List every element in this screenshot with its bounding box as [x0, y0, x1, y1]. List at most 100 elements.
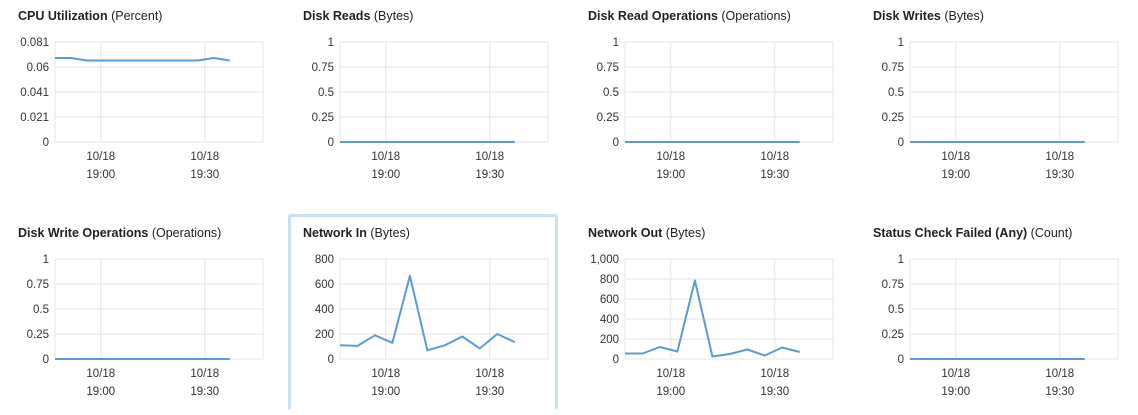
x-tick-time: 19:30	[1045, 169, 1074, 181]
x-tick-date: 10/18	[941, 368, 970, 380]
chart-plot: 1 0.75 0.5 0.25 0 10/18 19:00 10/18 19:30	[882, 37, 1119, 181]
chart-plot: 1 0.75 0.5 0.25 0 10/18 19:00 10/18 19:30	[597, 37, 834, 181]
y-tick-label: 0.75	[597, 62, 619, 74]
y-tick-label: 0.75	[27, 279, 49, 291]
x-tick-date: 10/18	[760, 368, 789, 380]
y-tick-label: 0.75	[882, 279, 904, 291]
metric-panel-network-out[interactable]: Network Out (Bytes) 1,000 800 600 400 200 0 10/…	[588, 217, 858, 412]
y-tick-label: 0.25	[312, 112, 334, 124]
y-tick-label: 200	[600, 334, 619, 346]
chart-title: Network In (Bytes)	[303, 226, 410, 240]
chart-title-unit: (Bytes)	[662, 226, 706, 240]
chart-plot: 1 0.75 0.5 0.25 0 10/18 19:00 10/18 19:30	[882, 254, 1119, 398]
y-tick-label: 0	[328, 354, 334, 366]
plot-frame	[624, 258, 834, 360]
metric-panel-status-check-failed-any[interactable]: Status Check Failed (Any) (Count) 1 0.75 0.…	[873, 217, 1138, 412]
x-tick-time: 19:00	[86, 169, 115, 181]
x-tick-date: 10/18	[1045, 368, 1074, 380]
y-tick-label: 800	[315, 254, 334, 266]
y-tick-label: 0.041	[20, 87, 49, 99]
x-tick-time: 19:00	[656, 386, 685, 398]
x-tick-date: 10/18	[656, 368, 685, 380]
x-tick-date: 10/18	[1045, 151, 1074, 163]
y-tick-label: 0	[328, 137, 334, 149]
y-tick-label: 400	[315, 304, 334, 316]
chart-title-name: Network In	[303, 226, 367, 240]
x-tick-time: 19:30	[1045, 386, 1074, 398]
x-tick-date: 10/18	[941, 151, 970, 163]
chart-title-unit: (Operations)	[717, 9, 791, 23]
y-tick-label: 0	[898, 137, 904, 149]
y-tick-label: 0	[43, 137, 49, 149]
y-tick-label: 0.06	[27, 62, 49, 74]
x-tick-date: 10/18	[86, 151, 115, 163]
y-tick-label: 0.75	[882, 62, 904, 74]
x-tick-time: 19:00	[941, 169, 970, 181]
chart-plot: 1,000 800 600 400 200 0 10/18 19:00 10/18 19:30	[590, 254, 834, 398]
x-tick-date: 10/18	[190, 368, 219, 380]
chart-title: Disk Writes (Bytes)	[873, 9, 984, 23]
chart-title-name: Disk Read Operations	[588, 9, 718, 23]
y-tick-label: 1	[898, 37, 904, 49]
series-line	[625, 279, 800, 358]
chart-title: Disk Reads (Bytes)	[303, 9, 413, 23]
y-tick-label: 200	[315, 329, 334, 341]
y-tick-label: 0	[898, 354, 904, 366]
y-tick-label: 0.75	[312, 62, 334, 74]
chart-plot: 1 0.75 0.5 0.25 0 10/18 19:00 10/18 19:30	[312, 37, 549, 181]
y-tick-label: 0	[613, 137, 619, 149]
chart-title-name: CPU Utilization	[18, 9, 108, 23]
y-tick-label: 0.021	[20, 112, 49, 124]
chart-title-unit: (Operations)	[148, 226, 222, 240]
y-tick-label: 1	[613, 37, 619, 49]
x-tick-date: 10/18	[86, 368, 115, 380]
x-tick-date: 10/18	[656, 151, 685, 163]
x-tick-date: 10/18	[760, 151, 789, 163]
chart-title-unit: (Bytes)	[366, 226, 410, 240]
y-tick-label: 0.5	[33, 304, 49, 316]
x-tick-time: 19:30	[760, 386, 789, 398]
y-tick-label: 0	[613, 354, 619, 366]
chart-title-unit: (Bytes)	[940, 9, 984, 23]
chart-title-name: Disk Write Operations	[18, 226, 149, 240]
chart-title-name: Network Out	[588, 226, 663, 240]
metric-panel-disk-writes[interactable]: Disk Writes (Bytes) 1 0.75 0.5 0.25 0 10/18 19:…	[873, 0, 1138, 195]
chart-plot: 800 600 400 200 0 10/18 19:00 10/18 19:30	[315, 254, 549, 398]
metric-panel-disk-write-operations[interactable]: Disk Write Operations (Operations) 1 0.75 0…	[18, 217, 288, 412]
x-tick-time: 19:00	[371, 386, 400, 398]
y-tick-label: 0.25	[597, 112, 619, 124]
metric-panel-network-in[interactable]: Network In (Bytes) 800 600 400 200 0 10/18 19:0…	[288, 214, 558, 409]
y-tick-label: 800	[600, 274, 619, 286]
y-tick-label: 0.081	[20, 37, 49, 49]
chart-plot: 0.081 0.06 0.041 0.021 0 10/18 19:00 10/18 19:30	[20, 37, 264, 181]
chart-title-unit: (Percent)	[107, 9, 163, 23]
chart-title-name: Disk Reads	[303, 9, 371, 23]
y-tick-label: 0.25	[27, 329, 49, 341]
x-tick-time: 19:30	[475, 386, 504, 398]
chart-title: Status Check Failed (Any) (Count)	[873, 226, 1072, 240]
y-tick-label: 0.5	[888, 87, 904, 99]
y-tick-label: 0.5	[318, 87, 334, 99]
y-tick-label: 600	[315, 279, 334, 291]
y-tick-label: 0.25	[882, 329, 904, 341]
y-tick-label: 600	[600, 294, 619, 306]
y-tick-label: 0.25	[882, 112, 904, 124]
metric-panel-disk-reads[interactable]: Disk Reads (Bytes) 1 0.75 0.5 0.25 0 10/18 19:0…	[303, 0, 573, 195]
series-line	[339, 274, 516, 352]
y-tick-label: 1	[328, 37, 334, 49]
chart-title: Disk Read Operations (Operations)	[588, 9, 791, 23]
x-tick-time: 19:00	[86, 386, 115, 398]
y-tick-label: 1	[43, 254, 49, 266]
metric-panel-cpu-utilization[interactable]: CPU Utilization (Percent) 0.081 0.06 0.041 0…	[18, 0, 288, 195]
chart-title-unit: (Bytes)	[370, 9, 414, 23]
x-tick-date: 10/18	[190, 151, 219, 163]
chart-title: Disk Write Operations (Operations)	[18, 226, 221, 240]
x-tick-time: 19:00	[371, 169, 400, 181]
x-tick-time: 19:30	[475, 169, 504, 181]
x-tick-time: 19:00	[941, 386, 970, 398]
metric-panel-disk-read-operations[interactable]: Disk Read Operations (Operations) 1 0.75 0.…	[588, 0, 858, 195]
y-tick-label: 1	[898, 254, 904, 266]
x-tick-date: 10/18	[475, 368, 504, 380]
chart-title-name: Disk Writes	[873, 9, 941, 23]
x-tick-date: 10/18	[475, 151, 504, 163]
